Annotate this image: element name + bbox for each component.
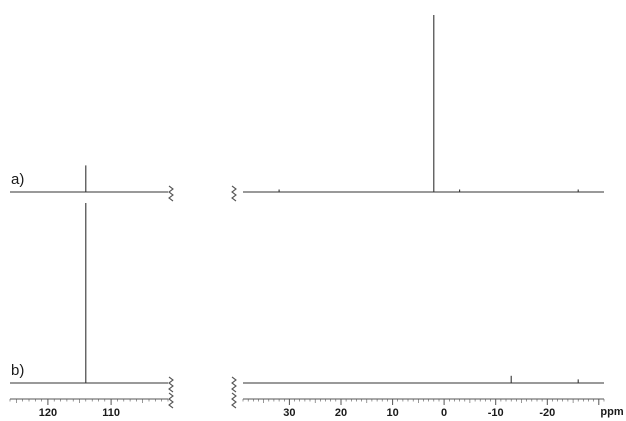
x-tick-label: 10	[386, 407, 398, 419]
x-tick-label: -10	[488, 407, 504, 419]
x-tick-label: 30	[283, 407, 295, 419]
x-axis: 120 110 30 20 10 0 -10 -20	[9, 392, 605, 419]
spectrum-a: a)	[10, 15, 604, 202]
x-tick-label: 0	[441, 407, 447, 419]
axis-break-mark	[231, 392, 237, 409]
axis-break-mark	[168, 392, 174, 409]
spectra-layer: a) b)	[10, 15, 604, 393]
axis-break-mark	[231, 185, 237, 202]
x-tick-label: 20	[335, 407, 347, 419]
x-tick-label: 110	[102, 407, 120, 419]
x-tick-label: 120	[39, 407, 57, 419]
x-tick-label: -20	[539, 407, 555, 419]
x-axis-label: ppm	[600, 406, 623, 418]
axis-break-mark	[168, 185, 174, 202]
spectrum-label: a)	[11, 171, 24, 188]
spectrum-label: b)	[11, 362, 24, 379]
spectrum-b: b)	[10, 203, 604, 393]
axis-break-mark	[168, 376, 174, 393]
axis-break-mark	[231, 376, 237, 393]
